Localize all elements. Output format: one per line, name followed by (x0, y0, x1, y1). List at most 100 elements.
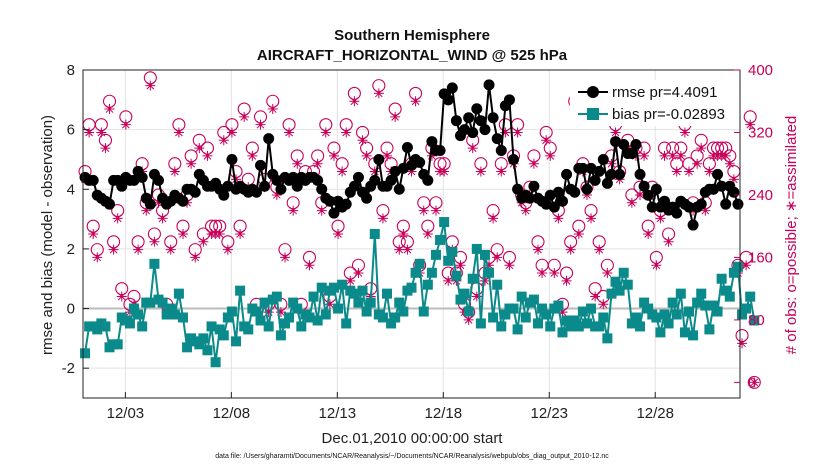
obs-assimilated-marker (643, 229, 654, 239)
rmse-point (104, 198, 116, 210)
rmse-point (426, 136, 438, 148)
bias-point (667, 297, 678, 308)
rmse-point (601, 177, 613, 189)
bias-point (284, 312, 295, 323)
obs-assimilated-marker (116, 291, 127, 302)
obs-assimilated-marker (700, 205, 711, 216)
obs-assimilated-marker (724, 158, 735, 169)
bias-point (304, 312, 315, 323)
obs-assimilated-marker (108, 244, 119, 255)
rmse-point (561, 168, 573, 180)
obs-assimilated-marker (479, 275, 490, 286)
bias-point (422, 279, 433, 290)
left-tick-label: -2 (62, 360, 75, 377)
legend: rmse pr=4.4091 bias pr=-0.02893 (570, 80, 738, 126)
bias-point (349, 288, 360, 299)
rmse-point (630, 139, 642, 151)
bias-point (182, 342, 193, 353)
bias-point (679, 327, 690, 338)
rmse-point (638, 180, 650, 192)
obs-assimilated-marker (288, 205, 299, 216)
obs-assimilated-marker (141, 205, 152, 216)
x-axis-ticks: 12/03 12/08 12/13 12/18 12/23 12/28 (107, 392, 674, 422)
obs-assimilated-marker (671, 166, 682, 177)
obs-assimilated-marker (369, 166, 380, 177)
obs-assimilated-marker (467, 143, 478, 154)
obs-assimilated-marker (271, 189, 282, 200)
rmse-point (340, 198, 352, 210)
rmse-point (450, 115, 462, 127)
rmse-point (671, 207, 683, 219)
obs-assimilated-marker (353, 268, 364, 279)
obs-assimilated-marker (430, 205, 441, 216)
obs-assimilated-marker (398, 229, 409, 239)
bias-point (410, 267, 421, 278)
obs-assimilated-marker (112, 213, 123, 224)
bias-point (610, 276, 621, 287)
bias-point (683, 306, 694, 317)
obs-assimilated-marker (218, 135, 229, 146)
rmse-point (259, 180, 271, 192)
rmse-point (552, 186, 564, 198)
obs-assimilated-marker (226, 127, 237, 138)
bias-point (716, 273, 727, 284)
obs-assimilated-marker (741, 260, 752, 271)
obs-assimilated-marker (541, 135, 552, 146)
bias-point (573, 321, 584, 332)
bias-point (741, 303, 752, 314)
bias-point (161, 309, 172, 320)
bias-point (463, 306, 474, 317)
bias-point (394, 297, 405, 308)
x-tick-label: 12/03 (107, 405, 145, 422)
bias-point (328, 282, 339, 293)
left-tick-label: 0 (67, 301, 75, 318)
rmse-point (414, 156, 426, 168)
bias-point (467, 273, 478, 284)
bias-point (341, 318, 352, 329)
obs-assimilated-marker (235, 229, 246, 239)
obs-assimilated-marker (345, 275, 356, 286)
obs-assimilated-marker (626, 197, 637, 208)
obs-assimilated-marker (194, 143, 205, 154)
rmse-point (393, 183, 405, 195)
bias-point (626, 318, 637, 329)
obs-assimilated-marker (610, 127, 621, 138)
bias-point (439, 217, 450, 228)
bias-point (288, 297, 299, 308)
obs-assimilated-marker (659, 150, 670, 161)
left-axis-ticks: -2 0 2 4 6 8 (62, 62, 89, 377)
left-tick-label: 2 (67, 241, 75, 258)
obs-assimilated-marker (275, 307, 286, 318)
rmse-point (589, 174, 601, 186)
rmse-point (422, 174, 434, 186)
obs-assimilated-marker (149, 236, 160, 247)
obs-assimilated-marker (373, 88, 384, 99)
obs-assimilated-marker (284, 127, 295, 138)
rmse-point (732, 198, 744, 210)
rmse-point (646, 201, 658, 213)
bias-point (520, 312, 531, 323)
rmse-point (255, 159, 267, 171)
bias-point (594, 321, 605, 332)
obs-assimilated-marker (720, 150, 731, 161)
rmse-point (226, 153, 238, 165)
obs-assimilated-marker (728, 174, 739, 185)
bias-point (630, 312, 641, 323)
rmse-point (287, 171, 299, 183)
obs-assimilated-marker (533, 244, 544, 255)
bias-point (569, 315, 580, 326)
rmse-point (569, 186, 581, 198)
rmse-point (597, 153, 609, 165)
rmse-point (316, 183, 328, 195)
bias-point (390, 312, 401, 323)
obs-assimilated-marker (655, 213, 666, 224)
obs-assimilated-marker (247, 150, 258, 161)
bias-point (635, 321, 646, 332)
obs-assimilated-marker (602, 268, 613, 279)
rmse-point (136, 171, 148, 183)
obs-assimilated-marker (492, 252, 503, 263)
rmse-point (479, 124, 491, 136)
bias-point (618, 267, 629, 278)
obs-assimilated-marker (553, 213, 564, 224)
rmse-point (328, 207, 340, 219)
